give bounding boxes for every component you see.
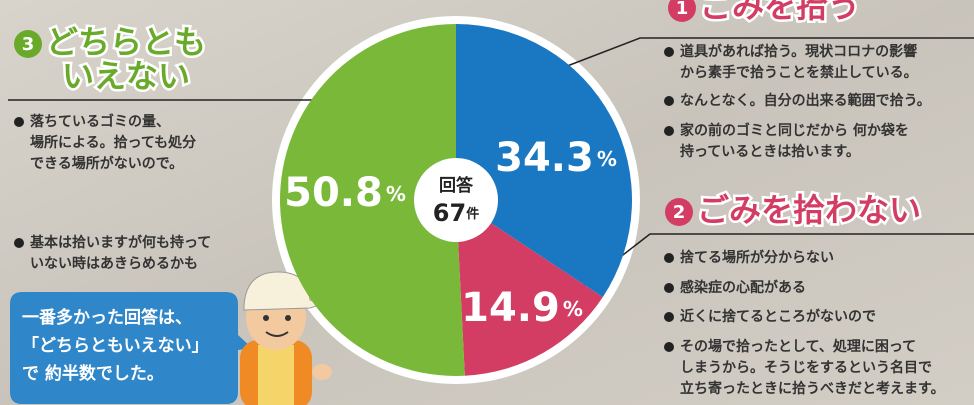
comment-line: その場で拾ったとして、処理に困って: [680, 338, 916, 355]
callout-line: 「どちらともいえない」: [22, 335, 209, 356]
callout-bubble: [10, 292, 252, 404]
value-unit: %: [563, 297, 583, 321]
value-label: 14.9%: [461, 285, 583, 331]
comment-line: 家の前のゴミと同じだから 何か袋を: [680, 122, 909, 139]
comment-line: 落ちているゴミの量、: [30, 113, 170, 130]
comment-line: 場所による。拾っても処分: [30, 134, 196, 151]
bullet: [14, 117, 24, 127]
category-title: どちらとも: [46, 23, 206, 61]
comment-line: 近くに捨てるところがないので: [680, 308, 876, 325]
category-number: 3: [22, 34, 35, 55]
category-title: ごみを拾わない: [697, 191, 921, 229]
category-number-badge: [14, 30, 42, 58]
category-number: 2: [673, 202, 686, 223]
category-title: いえない: [62, 57, 190, 95]
bullet: [14, 238, 24, 248]
center-count: 67件: [433, 199, 479, 227]
value-number: 34.3: [495, 135, 594, 181]
bullet: [664, 342, 674, 352]
comment-line: なんとなく。自分の出来る範囲で拾う。: [680, 92, 931, 109]
bullet: [664, 253, 674, 263]
bullet: [664, 283, 674, 293]
value-unit: %: [386, 182, 406, 206]
bullet: [664, 126, 674, 136]
bullet: [664, 96, 674, 106]
comment-line: できる場所がないので。: [30, 155, 183, 172]
category-number-badge: [668, 0, 696, 22]
category-number-badge: [665, 198, 693, 226]
comment-line: から素手で拾うことを禁止している。: [680, 64, 918, 81]
bullet: [664, 312, 674, 322]
value-unit: %: [597, 147, 617, 171]
comment-line: いない時はあきらめるかも: [30, 255, 198, 272]
center-label: 回答: [439, 175, 474, 196]
pie-slice: [456, 200, 603, 376]
comment-line: 持っているときは拾います。: [680, 143, 860, 160]
value-number: 14.9: [461, 285, 560, 331]
value-number: 50.8: [284, 170, 383, 216]
pie-slice: [279, 24, 465, 376]
category-number: 1: [676, 0, 689, 19]
leader-line: [535, 37, 974, 79]
value-label: 50.8%: [284, 170, 406, 216]
comment-line: 捨てる場所が分からない: [680, 249, 834, 266]
category-title: ごみを拾う: [700, 0, 860, 25]
comment-line: 立ち寄ったときに拾うべきだと考えます。: [680, 380, 945, 397]
comment-line: 感染症の心配がある: [680, 279, 806, 296]
comment-line: しまうから。そうじをするという名目で: [680, 359, 932, 376]
pie-slice: [456, 24, 632, 298]
count-unit: 件: [466, 206, 479, 222]
comment-line: 道具があれば拾う。現状コロナの影響: [680, 43, 917, 60]
callout-line: で 約半数でした。: [22, 363, 164, 384]
callout-line: 一番多かった回答は、: [22, 307, 192, 328]
center-circle: [414, 158, 498, 242]
comment-line: 基本は拾いますが何も持って: [30, 234, 211, 251]
value-label: 34.3%: [495, 135, 617, 181]
count-number: 67: [433, 199, 466, 227]
bullet: [664, 47, 674, 57]
